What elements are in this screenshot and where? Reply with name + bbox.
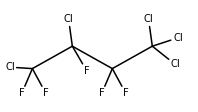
Text: Cl: Cl — [144, 14, 153, 24]
Text: Cl: Cl — [64, 14, 73, 24]
Text: Cl: Cl — [173, 33, 183, 43]
Text: F: F — [99, 88, 105, 98]
Text: F: F — [84, 66, 89, 76]
Text: F: F — [43, 88, 49, 98]
Text: Cl: Cl — [170, 59, 180, 69]
Text: F: F — [123, 88, 129, 98]
Text: Cl: Cl — [6, 62, 15, 72]
Text: F: F — [19, 88, 25, 98]
